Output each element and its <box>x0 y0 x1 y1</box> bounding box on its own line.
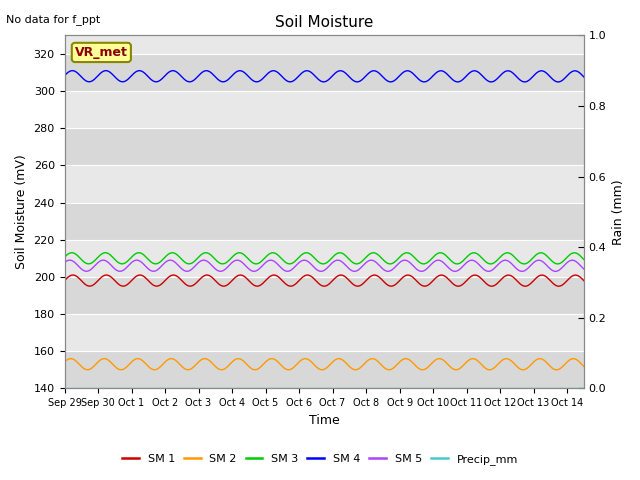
Legend: SM 1, SM 2, SM 3, SM 4, SM 5, Precip_mm: SM 1, SM 2, SM 3, SM 4, SM 5, Precip_mm <box>118 450 522 469</box>
Bar <box>65 91 584 128</box>
Bar <box>65 240 584 277</box>
Bar <box>65 36 584 54</box>
Bar <box>65 277 584 314</box>
X-axis label: Time: Time <box>309 414 340 427</box>
Text: No data for f_ppt: No data for f_ppt <box>6 14 100 25</box>
Y-axis label: Soil Moisture (mV): Soil Moisture (mV) <box>15 155 28 269</box>
Title: Soil Moisture: Soil Moisture <box>275 15 373 30</box>
Bar <box>65 54 584 91</box>
Bar <box>65 166 584 203</box>
Bar <box>65 203 584 240</box>
Text: VR_met: VR_met <box>75 46 128 59</box>
Bar <box>65 351 584 388</box>
Bar <box>65 314 584 351</box>
Y-axis label: Rain (mm): Rain (mm) <box>612 179 625 245</box>
Bar <box>65 128 584 166</box>
